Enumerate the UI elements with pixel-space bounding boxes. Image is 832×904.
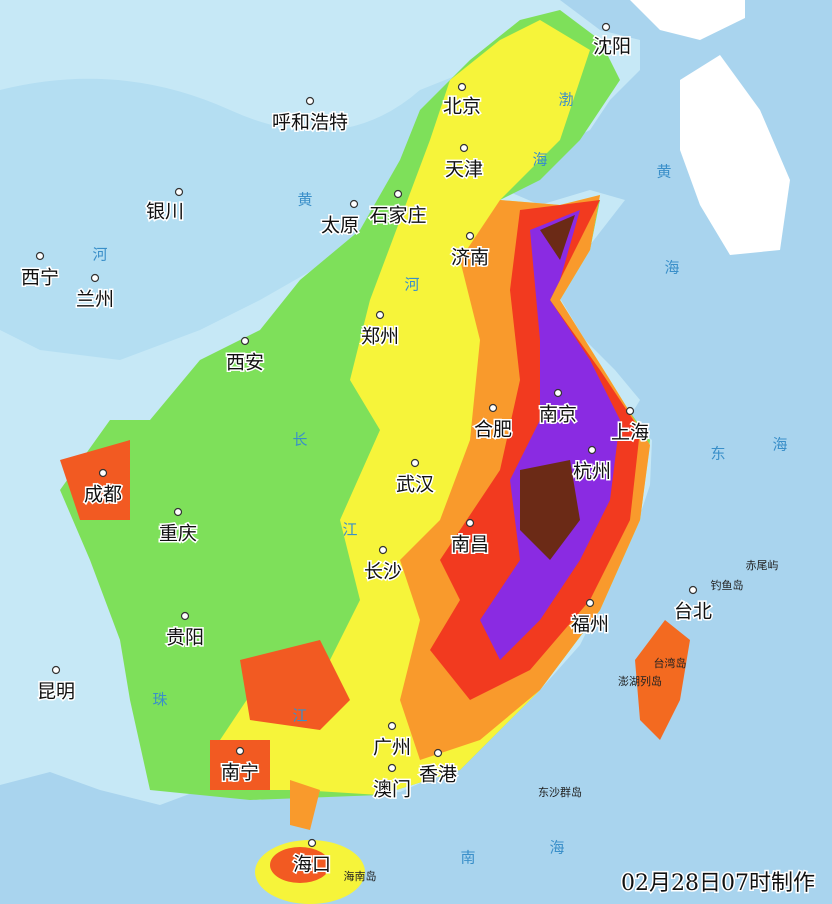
city-label: 天津 — [445, 159, 483, 181]
city-dot — [410, 458, 420, 468]
city-label: 南昌 — [451, 534, 489, 556]
city-label: 南京 — [539, 404, 577, 426]
leizhou — [290, 780, 320, 830]
brown-zone — [520, 215, 580, 560]
orange-patch — [60, 440, 350, 790]
city-label: 杭州 — [573, 461, 611, 483]
city-dot — [553, 388, 563, 398]
water-label: 海 — [549, 839, 564, 857]
city-label: 太原 — [321, 215, 359, 237]
water-label: 东 — [710, 445, 725, 463]
city-dot — [393, 189, 403, 199]
city-dot — [349, 199, 359, 209]
city-label: 上海 — [611, 422, 649, 444]
taiwan — [635, 620, 690, 740]
water-label: 渤 — [558, 91, 573, 109]
island-label: 赤尾屿 — [746, 559, 779, 572]
city-label: 香港 — [419, 764, 457, 786]
city-label: 郑州 — [361, 326, 399, 348]
city-label: 海口 — [293, 854, 331, 876]
water-label: 河 — [92, 246, 107, 264]
water-label: 珠 — [152, 691, 167, 709]
timestamp: 02月28日07时制作 — [621, 871, 815, 896]
city-dot — [305, 96, 315, 106]
city-label: 兰州 — [76, 289, 114, 311]
city-label: 北京 — [443, 96, 481, 118]
city-dot — [90, 273, 100, 283]
city-dot — [433, 748, 443, 758]
city-label: 银川 — [146, 201, 184, 223]
city-dot — [378, 545, 388, 555]
water-label: 海 — [532, 151, 547, 169]
city-label: 重庆 — [159, 523, 197, 545]
city-dot — [601, 22, 611, 32]
city-label: 台北 — [674, 601, 712, 623]
city-dot — [688, 585, 698, 595]
city-dot — [465, 231, 475, 241]
city-label: 成都 — [84, 484, 122, 506]
city-dot — [240, 336, 250, 346]
city-label: 济南 — [451, 247, 489, 269]
city-dot — [488, 403, 498, 413]
low-zone — [0, 70, 470, 360]
city-dot — [180, 611, 190, 621]
city-label: 福州 — [571, 614, 609, 636]
city-dot — [173, 507, 183, 517]
water-label: 江 — [342, 521, 357, 539]
island-label: 澎湖列岛 — [618, 674, 662, 688]
water-label: 黄 — [297, 191, 312, 209]
city-dot — [375, 310, 385, 320]
island-label: 海南岛 — [344, 869, 377, 883]
city-label: 广州 — [373, 737, 411, 759]
water-label: 南 — [460, 849, 475, 867]
city-label: 西宁 — [21, 267, 59, 289]
purple-zone — [480, 210, 620, 660]
water-label: 海 — [772, 436, 787, 454]
city-label: 石家庄 — [369, 205, 426, 227]
water-label: 江 — [292, 707, 307, 725]
city-dot — [459, 143, 469, 153]
water-label: 长 — [292, 431, 307, 449]
city-label: 西安 — [226, 352, 264, 374]
city-dot — [465, 518, 475, 528]
island-label: 东沙群岛 — [538, 785, 582, 799]
city-label: 武汉 — [396, 474, 434, 496]
city-dot — [625, 406, 635, 416]
city-dot — [457, 82, 467, 92]
city-label: 澳门 — [373, 779, 411, 801]
city-dot — [387, 721, 397, 731]
city-dot — [35, 251, 45, 261]
water-label: 海 — [664, 259, 679, 277]
city-label: 南宁 — [221, 762, 259, 784]
water-label: 河 — [404, 276, 419, 294]
city-dot — [174, 187, 184, 197]
korea-north — [630, 0, 745, 40]
city-dot — [587, 445, 597, 455]
city-dot — [98, 468, 108, 478]
city-dot — [585, 598, 595, 608]
korea — [680, 55, 790, 255]
island-label: 钓鱼岛 — [711, 578, 744, 592]
water-label: 黄 — [656, 163, 671, 181]
city-label: 昆明 — [37, 681, 75, 703]
city-label: 贵阳 — [166, 627, 204, 649]
city-label: 呼和浩特 — [272, 112, 348, 134]
island-label: 台湾岛 — [654, 656, 687, 670]
city-label: 长沙 — [364, 561, 402, 583]
city-dot — [51, 665, 61, 675]
city-label: 合肥 — [474, 419, 512, 441]
city-dot — [307, 838, 317, 848]
city-dot — [235, 746, 245, 756]
hainan-core — [270, 847, 330, 883]
city-label: 沈阳 — [593, 36, 631, 58]
city-dot — [387, 763, 397, 773]
